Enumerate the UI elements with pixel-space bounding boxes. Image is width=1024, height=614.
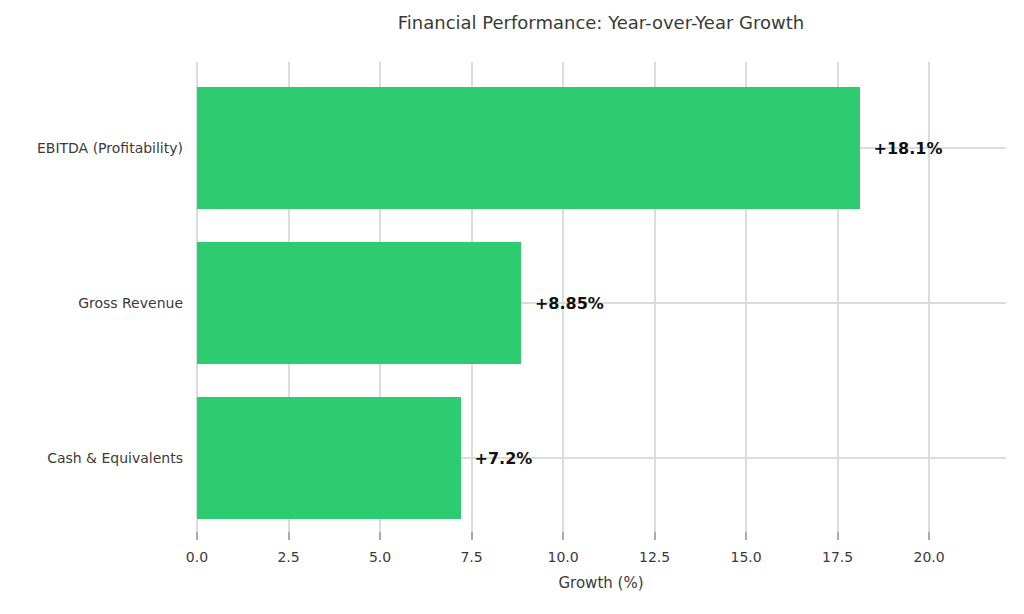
x-tick-mark [196, 532, 198, 540]
y-tick-label: Gross Revenue [78, 295, 183, 311]
x-tick-mark [654, 532, 656, 540]
x-axis-label: Growth (%) [558, 574, 643, 592]
x-tick-mark [837, 532, 839, 540]
chart-canvas: Financial Performance: Year-over-Year Gr… [0, 0, 1024, 614]
bar-value-label: +18.1% [874, 139, 943, 158]
x-tick-mark [562, 532, 564, 540]
y-tick-label: Cash & Equivalents [47, 450, 183, 466]
x-tick-label: 7.5 [460, 549, 482, 565]
x-tick-label: 5.0 [369, 549, 391, 565]
x-tick-label: 12.5 [639, 549, 670, 565]
y-tick-label: EBITDA (Profitability) [37, 140, 183, 156]
x-tick-label: 10.0 [547, 549, 578, 565]
bar [197, 242, 521, 364]
x-tick-mark [745, 532, 747, 540]
x-tick-mark [471, 532, 473, 540]
bar [197, 87, 860, 209]
x-tick-mark [928, 532, 930, 540]
bar-value-label: +8.85% [535, 294, 604, 313]
chart-title: Financial Performance: Year-over-Year Gr… [398, 12, 805, 33]
x-tick-label: 17.5 [822, 549, 853, 565]
bar [197, 397, 461, 519]
x-tick-mark [379, 532, 381, 540]
x-tick-label: 0.0 [186, 549, 208, 565]
x-tick-label: 15.0 [731, 549, 762, 565]
bar-value-label: +7.2% [475, 449, 533, 468]
x-tick-mark [288, 532, 290, 540]
x-gridline [928, 62, 930, 532]
x-tick-label: 20.0 [914, 549, 945, 565]
plot-area: +18.1% +8.85% +7.2% [197, 62, 1006, 532]
x-tick-label: 2.5 [277, 549, 299, 565]
